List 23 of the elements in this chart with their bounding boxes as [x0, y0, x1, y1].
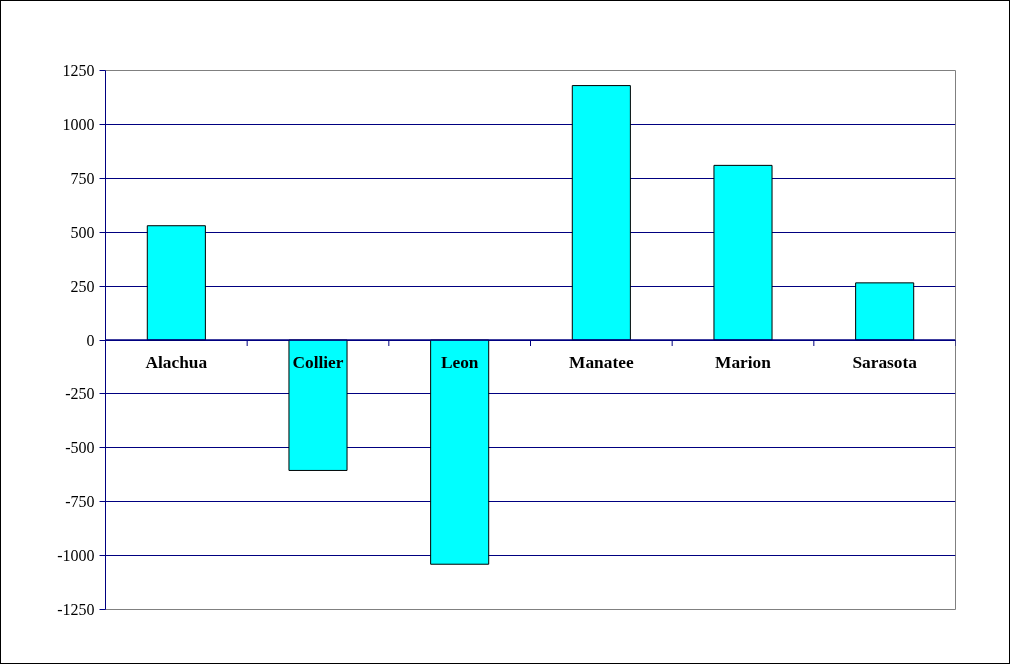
x-tick-label: Sarasota: [852, 352, 918, 372]
y-tick-label: 250: [70, 277, 95, 295]
x-tick-label: Leon: [440, 352, 479, 372]
y-tick-label: -1250: [57, 601, 95, 618]
x-tick-label: Collier: [292, 352, 344, 372]
y-tick-label: 0: [86, 331, 95, 349]
y-tick-label: -1000: [57, 547, 95, 565]
y-tick-label: -500: [65, 439, 95, 457]
y-tick-label: 500: [70, 223, 95, 241]
y-tick-label: -250: [65, 385, 95, 403]
y-tick-label: 1250: [62, 62, 95, 79]
y-tick-label: 750: [70, 169, 95, 187]
bar: [288, 339, 348, 471]
y-tick-label: -750: [65, 493, 95, 511]
bar: [855, 282, 915, 341]
x-tick-label: Manatee: [569, 352, 634, 372]
bar: [146, 225, 206, 341]
bar: [430, 339, 490, 565]
bar: [713, 164, 773, 341]
y-tick-label: 1000: [62, 115, 95, 133]
bar: [571, 85, 631, 341]
x-tick-label: Marion: [715, 352, 772, 372]
x-tick-label: Alachua: [145, 352, 208, 372]
